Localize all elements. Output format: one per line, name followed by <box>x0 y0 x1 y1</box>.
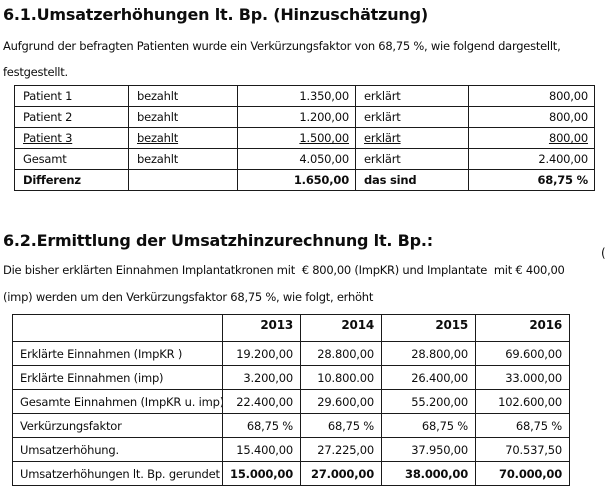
page-edge-scan-artifact: ( <box>601 246 606 260</box>
patients-table-body: Patient 1 bezahlt 1.350,00 erklärt 800,00 Pat… <box>14 85 595 191</box>
revenue-table-row: Verkürzungsfaktor 68,75 % 68,75 % 68,75 % 68… <box>12 413 570 438</box>
revenue-value-cell: 10.800.00 <box>300 365 382 390</box>
revenue-value-cell: 33.000,00 <box>475 365 570 390</box>
revenue-table-row: Umsatzerhöhungen lt. Bp. gerundet 15.000,… <box>12 461 570 486</box>
revenue-value-cell: 68,75 % <box>475 413 570 438</box>
patients-table-cell: Patient 2 <box>14 106 129 128</box>
patients-table-row: Gesamt bezahlt 4.050,00 erklärt 2.400,00 <box>14 148 595 170</box>
revenue-value-cell: 69.600,00 <box>475 341 570 366</box>
revenue-table-header-row: 2013 2014 2015 2016 <box>12 314 570 342</box>
paragraph-line: (imp) werden um den Verkürzungsfaktor 68… <box>3 290 374 304</box>
patients-table-cell: erklärt <box>355 106 469 128</box>
patients-table-cell: 2.400,00 <box>468 148 595 170</box>
revenue-value-cell: 15.400,00 <box>222 437 301 462</box>
revenue-value-cell: 28.800,00 <box>381 341 476 366</box>
patients-table-cell: 1.350,00 <box>237 85 356 107</box>
patients-table-cell: das sind <box>355 169 469 191</box>
patients-table-row: Differenz 1.650,00 das sind 68,75 % <box>14 169 595 191</box>
revenue-table-row: Gesamte Einnahmen (ImpKR u. imp) 22.400,0… <box>12 389 570 414</box>
revenue-addition-table: 2013 2014 2015 2016 Erklärte Einnahmen (Imp… <box>12 314 570 486</box>
section-6-2-heading: 6.2.Ermittlung der Umsatzhinzurechnung l… <box>3 231 433 250</box>
patients-table-cell: erklärt <box>355 127 469 149</box>
patients-table-cell: bezahlt <box>128 127 238 149</box>
patients-table-cell: Patient 1 <box>14 85 129 107</box>
patients-table-cell: 1.650,00 <box>237 169 356 191</box>
patients-table-row: Patient 3 bezahlt 1.500,00 erklärt 800,00 <box>14 127 595 149</box>
revenue-table-row: Erklärte Einnahmen (imp) 3.200,00 10.800.0… <box>12 365 570 390</box>
patients-table-cell: bezahlt <box>128 85 238 107</box>
revenue-value-cell: 70.000,00 <box>475 461 570 486</box>
revenue-value-cell: 29.600,00 <box>300 389 382 414</box>
revenue-value-cell: 28.800,00 <box>300 341 382 366</box>
year-column-header: 2016 <box>475 314 570 342</box>
revenue-table-row: Erklärte Einnahmen (ImpKR ) 19.200,00 28.8… <box>12 341 570 366</box>
revenue-value-cell: 68,75 % <box>222 413 301 438</box>
patients-table-cell <box>128 169 238 191</box>
patients-table-cell: 1.200,00 <box>237 106 356 128</box>
revenue-row-label: Gesamte Einnahmen (ImpKR u. imp) <box>12 389 223 414</box>
patients-table-cell: erklärt <box>355 148 469 170</box>
patients-table-cell: 800,00 <box>468 127 595 149</box>
revenue-table-row: Umsatzerhöhung. 15.400,00 27.225,00 37.950,… <box>12 437 570 462</box>
revenue-value-cell: 22.400,00 <box>222 389 301 414</box>
revenue-value-cell: 102.600,00 <box>475 389 570 414</box>
revenue-value-cell: 38.000,00 <box>381 461 476 486</box>
revenue-value-cell: 3.200,00 <box>222 365 301 390</box>
revenue-value-cell: 68,75 % <box>300 413 382 438</box>
revenue-value-cell: 15.000,00 <box>222 461 301 486</box>
revenue-value-cell: 26.400,00 <box>381 365 476 390</box>
revenue-row-label: Erklärte Einnahmen (ImpKR ) <box>12 341 223 366</box>
revenue-value-cell: 55.200,00 <box>381 389 476 414</box>
section-6-1-paragraph: Aufgrund der befragten Patienten wurde e… <box>3 33 609 85</box>
revenue-table-corner-cell <box>12 314 223 342</box>
patients-table-cell: bezahlt <box>128 106 238 128</box>
patients-table-row: Patient 1 bezahlt 1.350,00 erklärt 800,00 <box>14 85 595 107</box>
year-column-header: 2013 <box>222 314 301 342</box>
revenue-value-cell: 27.000,00 <box>300 461 382 486</box>
section-6-1-heading: 6.1.Umsatzerhöhungen lt. Bp. (Hinzuschät… <box>3 5 428 24</box>
revenue-value-cell: 68,75 % <box>381 413 476 438</box>
revenue-row-label: Umsatzerhöhung. <box>12 437 223 462</box>
section-6-2-paragraph: Die bisher erklärten Einnahmen Implantat… <box>3 257 609 311</box>
patients-table-row: Patient 2 bezahlt 1.200,00 erklärt 800,00 <box>14 106 595 128</box>
revenue-row-label: Umsatzerhöhungen lt. Bp. gerundet <box>12 461 223 486</box>
revenue-value-cell: 70.537,50 <box>475 437 570 462</box>
patients-table-cell: erklärt <box>355 85 469 107</box>
patients-table-cell: Patient 3 <box>14 127 129 149</box>
revenue-value-cell: 27.225,00 <box>300 437 382 462</box>
patients-comparison-table: Patient 1 bezahlt 1.350,00 erklärt 800,00 Pat… <box>14 85 595 191</box>
patients-table-cell: bezahlt <box>128 148 238 170</box>
year-column-header: 2015 <box>381 314 476 342</box>
patients-table-cell: Differenz <box>14 169 129 191</box>
patients-table-cell: 800,00 <box>468 85 595 107</box>
paragraph-line: Aufgrund der befragten Patienten wurde e… <box>3 39 561 53</box>
paragraph-line: Die bisher erklärten Einnahmen Implantat… <box>3 263 565 277</box>
revenue-row-label: Erklärte Einnahmen (imp) <box>12 365 223 390</box>
patients-table-cell: 1.500,00 <box>237 127 356 149</box>
revenue-row-label: Verkürzungsfaktor <box>12 413 223 438</box>
revenue-value-cell: 37.950,00 <box>381 437 476 462</box>
patients-table-cell: 4.050,00 <box>237 148 356 170</box>
revenue-table-body: Erklärte Einnahmen (ImpKR ) 19.200,00 28.8… <box>12 341 570 486</box>
revenue-value-cell: 19.200,00 <box>222 341 301 366</box>
patients-table-cell: Gesamt <box>14 148 129 170</box>
year-column-header: 2014 <box>300 314 382 342</box>
patients-table-cell: 68,75 % <box>468 169 595 191</box>
patients-table-cell: 800,00 <box>468 106 595 128</box>
paragraph-line: festgestellt. <box>3 65 68 79</box>
